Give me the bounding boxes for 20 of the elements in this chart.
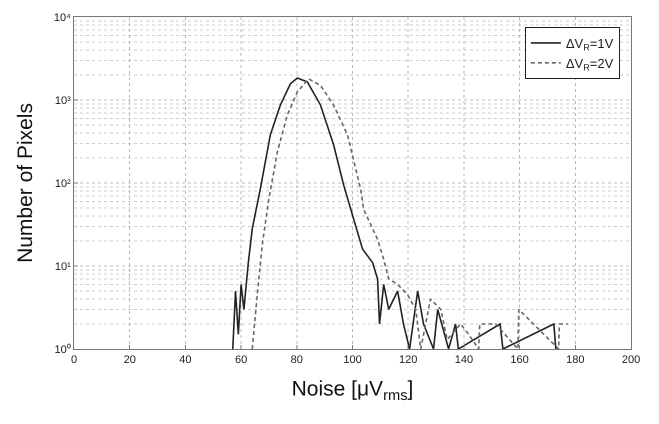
- y-tick-label: 10²: [54, 178, 72, 190]
- x-tick-label: 40: [179, 354, 192, 366]
- x-tick-label: 60: [234, 354, 248, 366]
- x-axis-title: Noise [μV$_{rms}$]: [292, 377, 414, 404]
- y-tick-label: 10⁰: [54, 342, 71, 356]
- x-tick-label: 160: [510, 354, 529, 366]
- x-tick-label: 180: [566, 354, 584, 366]
- y-tick-label: 10⁴: [54, 12, 72, 24]
- y-tick-label: 10³: [54, 94, 72, 107]
- y-tick-label: 10¹: [54, 260, 72, 273]
- x-tick-label: 120: [399, 354, 418, 366]
- legend-label: ΔV$_{R}$=2V: [566, 56, 614, 73]
- x-tick-label: 0: [70, 354, 78, 366]
- legend-label: ΔV$_{R}$=1V: [566, 36, 614, 53]
- x-tick-label: 80: [290, 354, 303, 366]
- x-tick-label: 20: [124, 354, 136, 366]
- x-tick-label: 100: [343, 354, 362, 366]
- x-tick-label: 140: [454, 354, 474, 366]
- y-axis-title: Number of Pixels: [14, 103, 37, 263]
- x-tick-label: 200: [622, 354, 640, 366]
